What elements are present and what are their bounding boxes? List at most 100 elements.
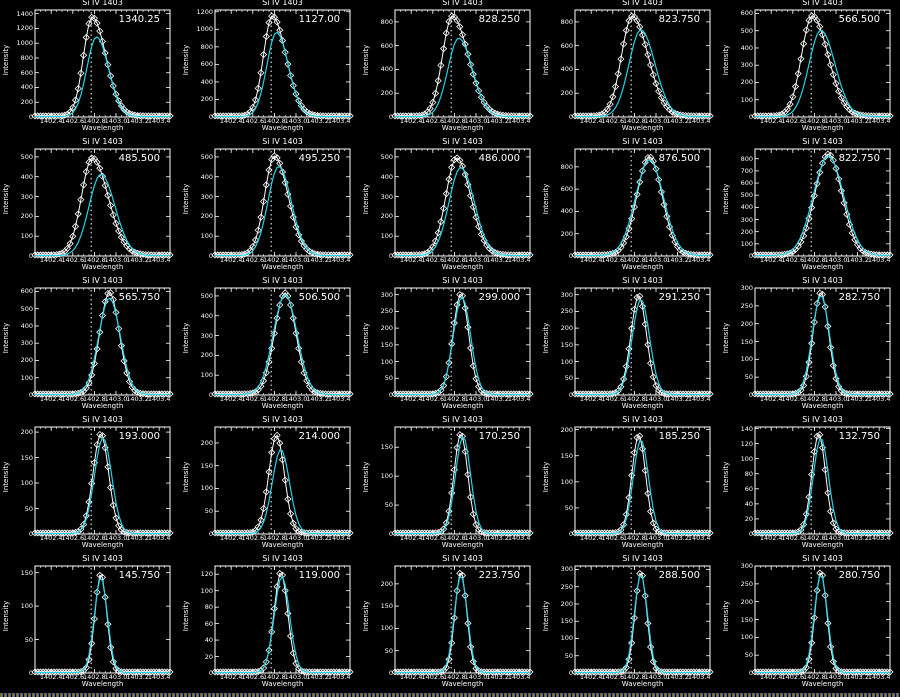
panel-title: Si IV 1403: [802, 276, 843, 285]
y-tick: 80: [204, 603, 213, 612]
x-tick: 1403.0: [284, 673, 308, 681]
y-tick: 250: [560, 307, 573, 316]
x-tick: 1402.8: [263, 673, 286, 681]
x-tick: 1402.4: [579, 395, 603, 403]
panel-title: Si IV 1403: [262, 137, 303, 146]
x-tick: 1402.8: [443, 534, 466, 542]
y-tick: 1200: [196, 7, 213, 16]
y-tick: 600: [560, 41, 573, 50]
x-tick: 1403.0: [284, 395, 308, 403]
y-axis-label: Intensity: [2, 600, 10, 632]
y-axis-label: Intensity: [182, 44, 190, 76]
y-tick: 0: [208, 669, 213, 677]
x-tick: 1403.0: [104, 117, 128, 125]
x-tick: 1402.8: [263, 256, 286, 264]
y-tick: 200: [740, 227, 753, 236]
y-tick: 50: [384, 501, 393, 510]
plot-area: [391, 426, 534, 537]
x-tick: 1402.8: [803, 395, 826, 403]
y-tick: 100: [380, 472, 393, 481]
y-tick: 400: [20, 172, 33, 181]
y-tick: 150: [20, 453, 33, 462]
y-tick: 400: [740, 203, 753, 212]
y-tick: 80: [744, 469, 753, 478]
y-tick: 200: [560, 425, 573, 434]
x-axis-label: Wavelength: [441, 263, 484, 271]
x-tick: 1402.4: [219, 395, 243, 403]
y-tick: 200: [380, 89, 393, 98]
y-tick: 300: [740, 562, 753, 570]
x-tick: 1403.2: [486, 673, 509, 681]
plot-area: [211, 148, 354, 259]
y-tick: 300: [380, 290, 393, 299]
x-tick: 1402.4: [39, 117, 63, 125]
x-axis-label: Wavelength: [801, 680, 844, 688]
y-axis-label: Intensity: [542, 183, 550, 215]
y-tick: 250: [560, 582, 573, 591]
color-stripe-bar: [0, 693, 900, 697]
y-tick: 200: [380, 212, 393, 221]
y-tick: 0: [208, 113, 213, 121]
y-tick: 200: [740, 597, 753, 606]
x-tick: 1403.2: [306, 534, 329, 542]
y-tick: 100: [740, 239, 753, 248]
y-tick: 0: [28, 113, 33, 121]
spectrum-panel-24: Si IV 1403 0 50 100 150 200 250 300 Intensity …: [540, 554, 720, 695]
x-tick: 1403.4: [507, 395, 531, 403]
spectrum-panel-3: Si IV 1403 0 200 400 600 800 Intensity 1402.…: [360, 0, 540, 139]
x-tick: 1402.6: [61, 673, 85, 681]
panel-title: Si IV 1403: [622, 137, 663, 146]
y-tick: 100: [560, 357, 573, 366]
x-tick: 1403.0: [284, 534, 308, 542]
x-tick: 1403.4: [507, 534, 531, 542]
y-tick: 100: [560, 634, 573, 643]
x-tick: 1403.2: [306, 395, 329, 403]
y-tick: 0: [388, 669, 393, 677]
x-tick: 1402.4: [219, 673, 243, 681]
y-tick: 50: [564, 503, 573, 512]
y-tick: 50: [744, 373, 753, 382]
y-tick: 100: [200, 371, 213, 380]
x-tick: 1402.8: [83, 117, 106, 125]
x-tick: 1403.2: [486, 256, 509, 264]
spectrum-panel-22: Si IV 1403 0 20 40 60 80 100 120 Intensity 140…: [180, 554, 360, 695]
panel-title: Si IV 1403: [262, 415, 303, 424]
x-tick: 1403.0: [104, 395, 128, 403]
x-tick: 1403.0: [824, 395, 848, 403]
spectrum-panel-9: Si IV 1403 0 200 400 600 800 Intensity 1402.…: [540, 137, 720, 278]
spectrum-panel-23: Si IV 1403 0 50 100 150 200 Intensity 1402.4…: [360, 554, 540, 695]
x-tick: 1402.6: [421, 395, 445, 403]
x-axis-label: Wavelength: [81, 263, 124, 271]
panel-title: Si IV 1403: [802, 137, 843, 146]
x-tick: 1402.4: [759, 534, 783, 542]
spectrum-panel-2: Si IV 1403 0 200 400 600 800 1000 1200 Intensi…: [180, 0, 360, 139]
x-tick: 1403.2: [846, 395, 869, 403]
x-tick: 1403.2: [486, 534, 509, 542]
x-tick: 1402.6: [241, 256, 265, 264]
y-tick: 60: [204, 619, 213, 628]
x-tick: 1402.4: [219, 534, 243, 542]
plot-area: [31, 9, 174, 120]
y-tick: 100: [20, 602, 33, 611]
x-tick: 1403.4: [507, 256, 531, 264]
x-tick: 1403.0: [644, 534, 668, 542]
x-tick: 1403.2: [486, 395, 509, 403]
x-axis-label: Wavelength: [81, 680, 124, 688]
x-tick: 1403.4: [687, 256, 711, 264]
y-axis-label: Intensity: [542, 600, 550, 632]
x-axis-label: Wavelength: [81, 402, 124, 410]
x-tick: 1402.8: [263, 534, 286, 542]
y-tick: 400: [380, 172, 393, 181]
x-tick: 1402.6: [241, 673, 265, 681]
x-axis-label: Wavelength: [621, 263, 664, 271]
x-axis-label: Wavelength: [801, 263, 844, 271]
x-axis-label: Wavelength: [621, 680, 664, 688]
x-axis-label: Wavelength: [261, 680, 304, 688]
y-tick: 0: [28, 252, 33, 260]
panel-title: Si IV 1403: [82, 415, 123, 424]
peak-intensity-annotation: 280.750: [838, 570, 880, 581]
y-axis-label: Intensity: [722, 183, 730, 215]
y-tick: 100: [380, 232, 393, 241]
plot-area: [31, 565, 174, 676]
y-tick: 50: [744, 651, 753, 660]
